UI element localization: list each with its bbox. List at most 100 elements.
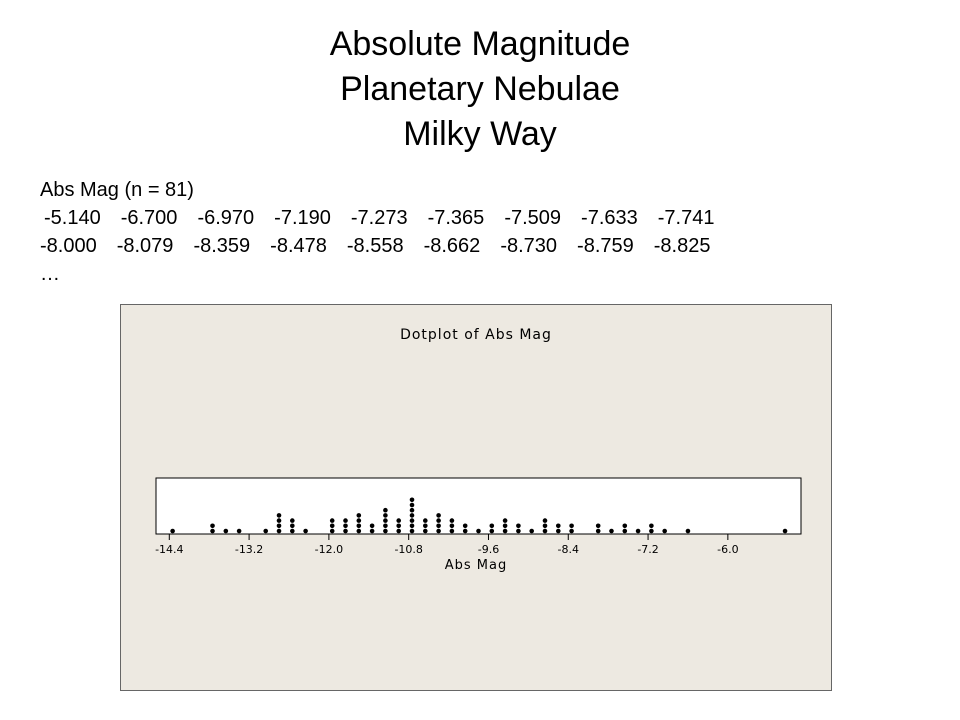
data-dot	[423, 518, 428, 523]
x-axis: -14.4 -13.2 -12.0 -10.8 -9.6 -8.4 -7.2 -6.0	[155, 534, 739, 556]
data-row-2: -8.000 -8.079 -8.359 -8.478 -8.558 -8.662 -8.7…	[40, 232, 714, 260]
data-dot	[502, 528, 508, 534]
data-dot	[343, 518, 348, 523]
data-dot	[462, 523, 468, 529]
data-dot	[622, 523, 628, 529]
data-value: -7.273	[350, 207, 408, 229]
x-tick-label: -14.4	[155, 543, 183, 556]
data-dot	[489, 528, 495, 534]
chart-title: Dotplot of Abs Mag	[400, 327, 552, 343]
data-dot	[329, 528, 335, 534]
data-dot	[542, 523, 548, 529]
data-value: -8.079	[116, 235, 174, 257]
data-dot	[649, 528, 654, 534]
data-dot	[276, 523, 282, 529]
data-dot	[489, 523, 495, 529]
x-tick-label: -13.2	[235, 543, 263, 556]
data-dot	[529, 528, 534, 534]
data-dot	[223, 528, 229, 534]
data-dot	[569, 528, 574, 534]
data-dot	[462, 528, 468, 534]
data-value: -7.633	[581, 207, 638, 229]
data-dot	[236, 528, 242, 534]
chart-panel: Dotplot of Abs Mag -14.4 -13.2 -12.0 -10.8-…	[120, 304, 832, 691]
data-value: -6.700	[120, 207, 178, 229]
data-value: -8.730	[500, 235, 558, 257]
slide-title: Absolute Magnitude Planetary Nebulae Mil…	[0, 22, 960, 157]
data-dot	[436, 513, 441, 518]
data-value: -8.478	[270, 235, 327, 257]
data-value: -8.558	[346, 235, 404, 257]
data-header: Abs Mag (n = 81)	[40, 179, 194, 201]
data-dot	[383, 513, 388, 518]
data-ellipsis: …	[40, 263, 60, 285]
data-value: -8.000	[40, 235, 97, 257]
data-dot	[290, 523, 295, 529]
data-dot	[263, 528, 269, 534]
data-dot	[595, 523, 601, 529]
data-dot	[542, 518, 548, 523]
data-dot	[516, 523, 521, 529]
data-dot	[409, 502, 415, 508]
data-dot	[383, 523, 388, 529]
data-dot	[409, 523, 415, 529]
data-dot	[170, 528, 175, 534]
data-dot	[502, 523, 508, 529]
data-value: -7.741	[657, 207, 715, 229]
data-dot	[782, 528, 788, 534]
data-dot	[383, 518, 388, 523]
data-dot	[276, 528, 282, 534]
plot-area	[155, 477, 802, 535]
data-dot	[449, 518, 455, 523]
data-dot	[609, 528, 614, 534]
data-dot	[436, 528, 441, 534]
data-dot	[290, 528, 295, 534]
data-dot	[622, 528, 628, 534]
x-tick-label: -7.2	[637, 543, 658, 556]
data-dot	[409, 518, 415, 523]
data-dot	[555, 528, 561, 534]
x-tick-label: -8.4	[558, 543, 579, 556]
data-dot	[555, 523, 561, 529]
data-value: -8.825	[653, 235, 711, 257]
data-dot	[383, 528, 388, 534]
data-dot	[396, 518, 402, 523]
data-value: -7.190	[274, 207, 331, 229]
data-dot	[595, 528, 601, 534]
data-dot	[635, 528, 641, 534]
data-dot	[436, 518, 441, 523]
dots-layer	[170, 497, 788, 534]
data-dot	[649, 523, 654, 529]
data-dot	[396, 528, 402, 534]
x-tick-label: -10.8	[394, 543, 422, 556]
data-value: -5.140	[44, 207, 101, 229]
data-dot	[276, 518, 282, 523]
data-dot	[383, 507, 388, 513]
data-dot	[210, 528, 215, 534]
title-line-3: Milky Way	[403, 115, 557, 153]
dotplot-chart: Dotplot of Abs Mag -14.4 -13.2 -12.0 -10.8-…	[155, 327, 802, 573]
data-dot	[356, 518, 362, 523]
data-dot	[436, 523, 441, 529]
data-dot	[423, 523, 428, 529]
data-dot	[356, 523, 362, 529]
data-dot	[303, 528, 308, 534]
data-dot	[409, 513, 415, 518]
data-value: -7.509	[504, 207, 562, 229]
data-dot	[569, 523, 574, 529]
x-tick-label: -6.0	[717, 543, 738, 556]
data-dot	[409, 497, 415, 503]
data-dot	[542, 528, 548, 534]
data-dot	[396, 523, 402, 529]
data-dot	[329, 523, 335, 529]
data-dot	[210, 523, 215, 529]
data-value: -8.662	[423, 235, 481, 257]
data-dot	[343, 523, 348, 529]
data-dot	[329, 518, 335, 523]
data-dot	[516, 528, 521, 534]
data-list: Abs Mag (n = 81) -5.140 -6.700 -6.970 -7.19…	[40, 176, 714, 288]
data-dot	[276, 513, 282, 518]
data-dot	[449, 523, 455, 529]
data-dot	[685, 528, 691, 534]
data-dot	[423, 528, 428, 534]
